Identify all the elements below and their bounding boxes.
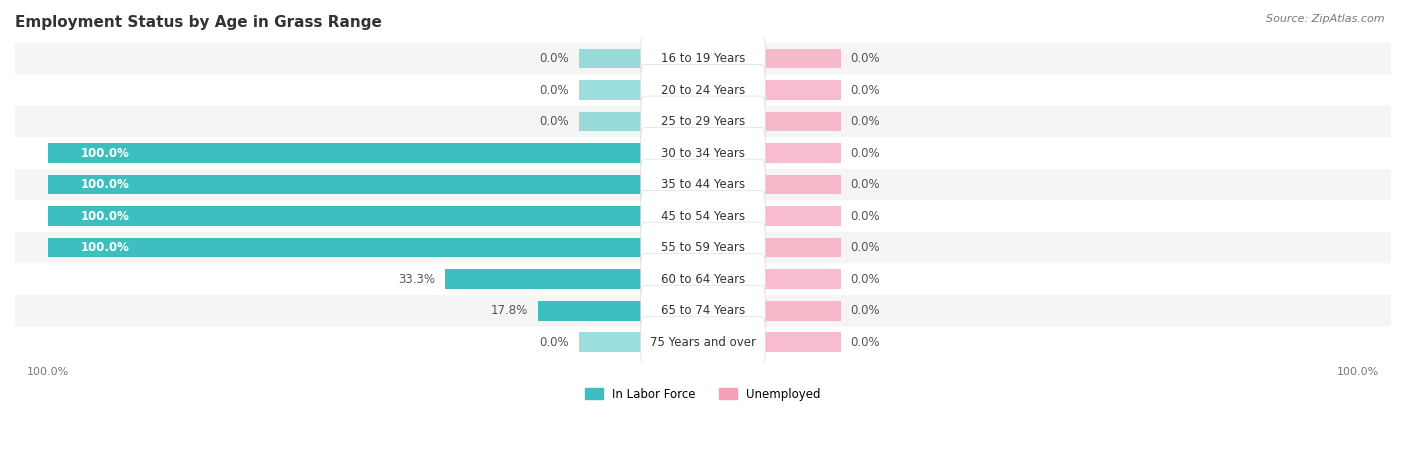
Text: 0.0%: 0.0%	[538, 83, 568, 97]
Text: 0.0%: 0.0%	[851, 115, 880, 128]
Bar	[762, 80, 841, 100]
Text: 0.0%: 0.0%	[538, 115, 568, 128]
Text: 35 to 44 Years: 35 to 44 Years	[661, 178, 745, 191]
FancyBboxPatch shape	[641, 191, 765, 242]
Text: 33.3%: 33.3%	[399, 273, 436, 286]
Bar	[578, 80, 644, 100]
Bar	[578, 332, 644, 352]
Text: 30 to 34 Years: 30 to 34 Years	[661, 147, 745, 160]
Text: 55 to 59 Years: 55 to 59 Years	[661, 241, 745, 254]
Text: Source: ZipAtlas.com: Source: ZipAtlas.com	[1267, 14, 1385, 23]
Text: 100.0%: 100.0%	[80, 178, 129, 191]
Text: 0.0%: 0.0%	[851, 273, 880, 286]
FancyBboxPatch shape	[15, 74, 1391, 106]
Text: 0.0%: 0.0%	[851, 336, 880, 349]
Bar	[762, 207, 841, 226]
Text: 100.0%: 100.0%	[80, 147, 129, 160]
FancyBboxPatch shape	[15, 169, 1391, 200]
Text: 0.0%: 0.0%	[851, 52, 880, 65]
Bar	[48, 175, 644, 194]
FancyBboxPatch shape	[641, 159, 765, 210]
Bar	[762, 49, 841, 69]
Text: 60 to 64 Years: 60 to 64 Years	[661, 273, 745, 286]
Text: 0.0%: 0.0%	[851, 304, 880, 317]
Bar	[762, 238, 841, 258]
FancyBboxPatch shape	[15, 200, 1391, 232]
FancyBboxPatch shape	[641, 285, 765, 336]
FancyBboxPatch shape	[641, 254, 765, 305]
FancyBboxPatch shape	[15, 295, 1391, 327]
Text: 25 to 29 Years: 25 to 29 Years	[661, 115, 745, 128]
Bar	[48, 207, 644, 226]
FancyBboxPatch shape	[15, 106, 1391, 138]
Text: 0.0%: 0.0%	[538, 52, 568, 65]
FancyBboxPatch shape	[15, 327, 1391, 358]
Bar	[762, 143, 841, 163]
Bar	[762, 301, 841, 321]
Bar	[762, 175, 841, 194]
Text: 20 to 24 Years: 20 to 24 Years	[661, 83, 745, 97]
Text: 17.8%: 17.8%	[491, 304, 529, 317]
Bar	[762, 269, 841, 289]
FancyBboxPatch shape	[641, 96, 765, 147]
Text: 0.0%: 0.0%	[851, 178, 880, 191]
Text: 75 Years and over: 75 Years and over	[650, 336, 756, 349]
Bar	[48, 238, 644, 258]
FancyBboxPatch shape	[641, 33, 765, 84]
Bar	[762, 112, 841, 131]
Legend: In Labor Force, Unemployed: In Labor Force, Unemployed	[581, 383, 825, 405]
Text: 16 to 19 Years: 16 to 19 Years	[661, 52, 745, 65]
Bar	[48, 143, 644, 163]
FancyBboxPatch shape	[15, 138, 1391, 169]
Text: 0.0%: 0.0%	[538, 336, 568, 349]
Text: 0.0%: 0.0%	[851, 147, 880, 160]
FancyBboxPatch shape	[15, 263, 1391, 295]
FancyBboxPatch shape	[641, 222, 765, 273]
Bar	[578, 49, 644, 69]
Bar	[538, 301, 644, 321]
Text: 0.0%: 0.0%	[851, 210, 880, 223]
FancyBboxPatch shape	[15, 232, 1391, 263]
Text: 0.0%: 0.0%	[851, 83, 880, 97]
Text: 65 to 74 Years: 65 to 74 Years	[661, 304, 745, 317]
Text: 100.0%: 100.0%	[80, 210, 129, 223]
FancyBboxPatch shape	[15, 43, 1391, 74]
Text: Employment Status by Age in Grass Range: Employment Status by Age in Grass Range	[15, 15, 382, 30]
Text: 100.0%: 100.0%	[80, 241, 129, 254]
Text: 0.0%: 0.0%	[851, 241, 880, 254]
Bar	[446, 269, 644, 289]
FancyBboxPatch shape	[641, 128, 765, 179]
FancyBboxPatch shape	[641, 64, 765, 115]
Text: 45 to 54 Years: 45 to 54 Years	[661, 210, 745, 223]
Bar	[762, 332, 841, 352]
Bar	[578, 112, 644, 131]
FancyBboxPatch shape	[641, 317, 765, 368]
